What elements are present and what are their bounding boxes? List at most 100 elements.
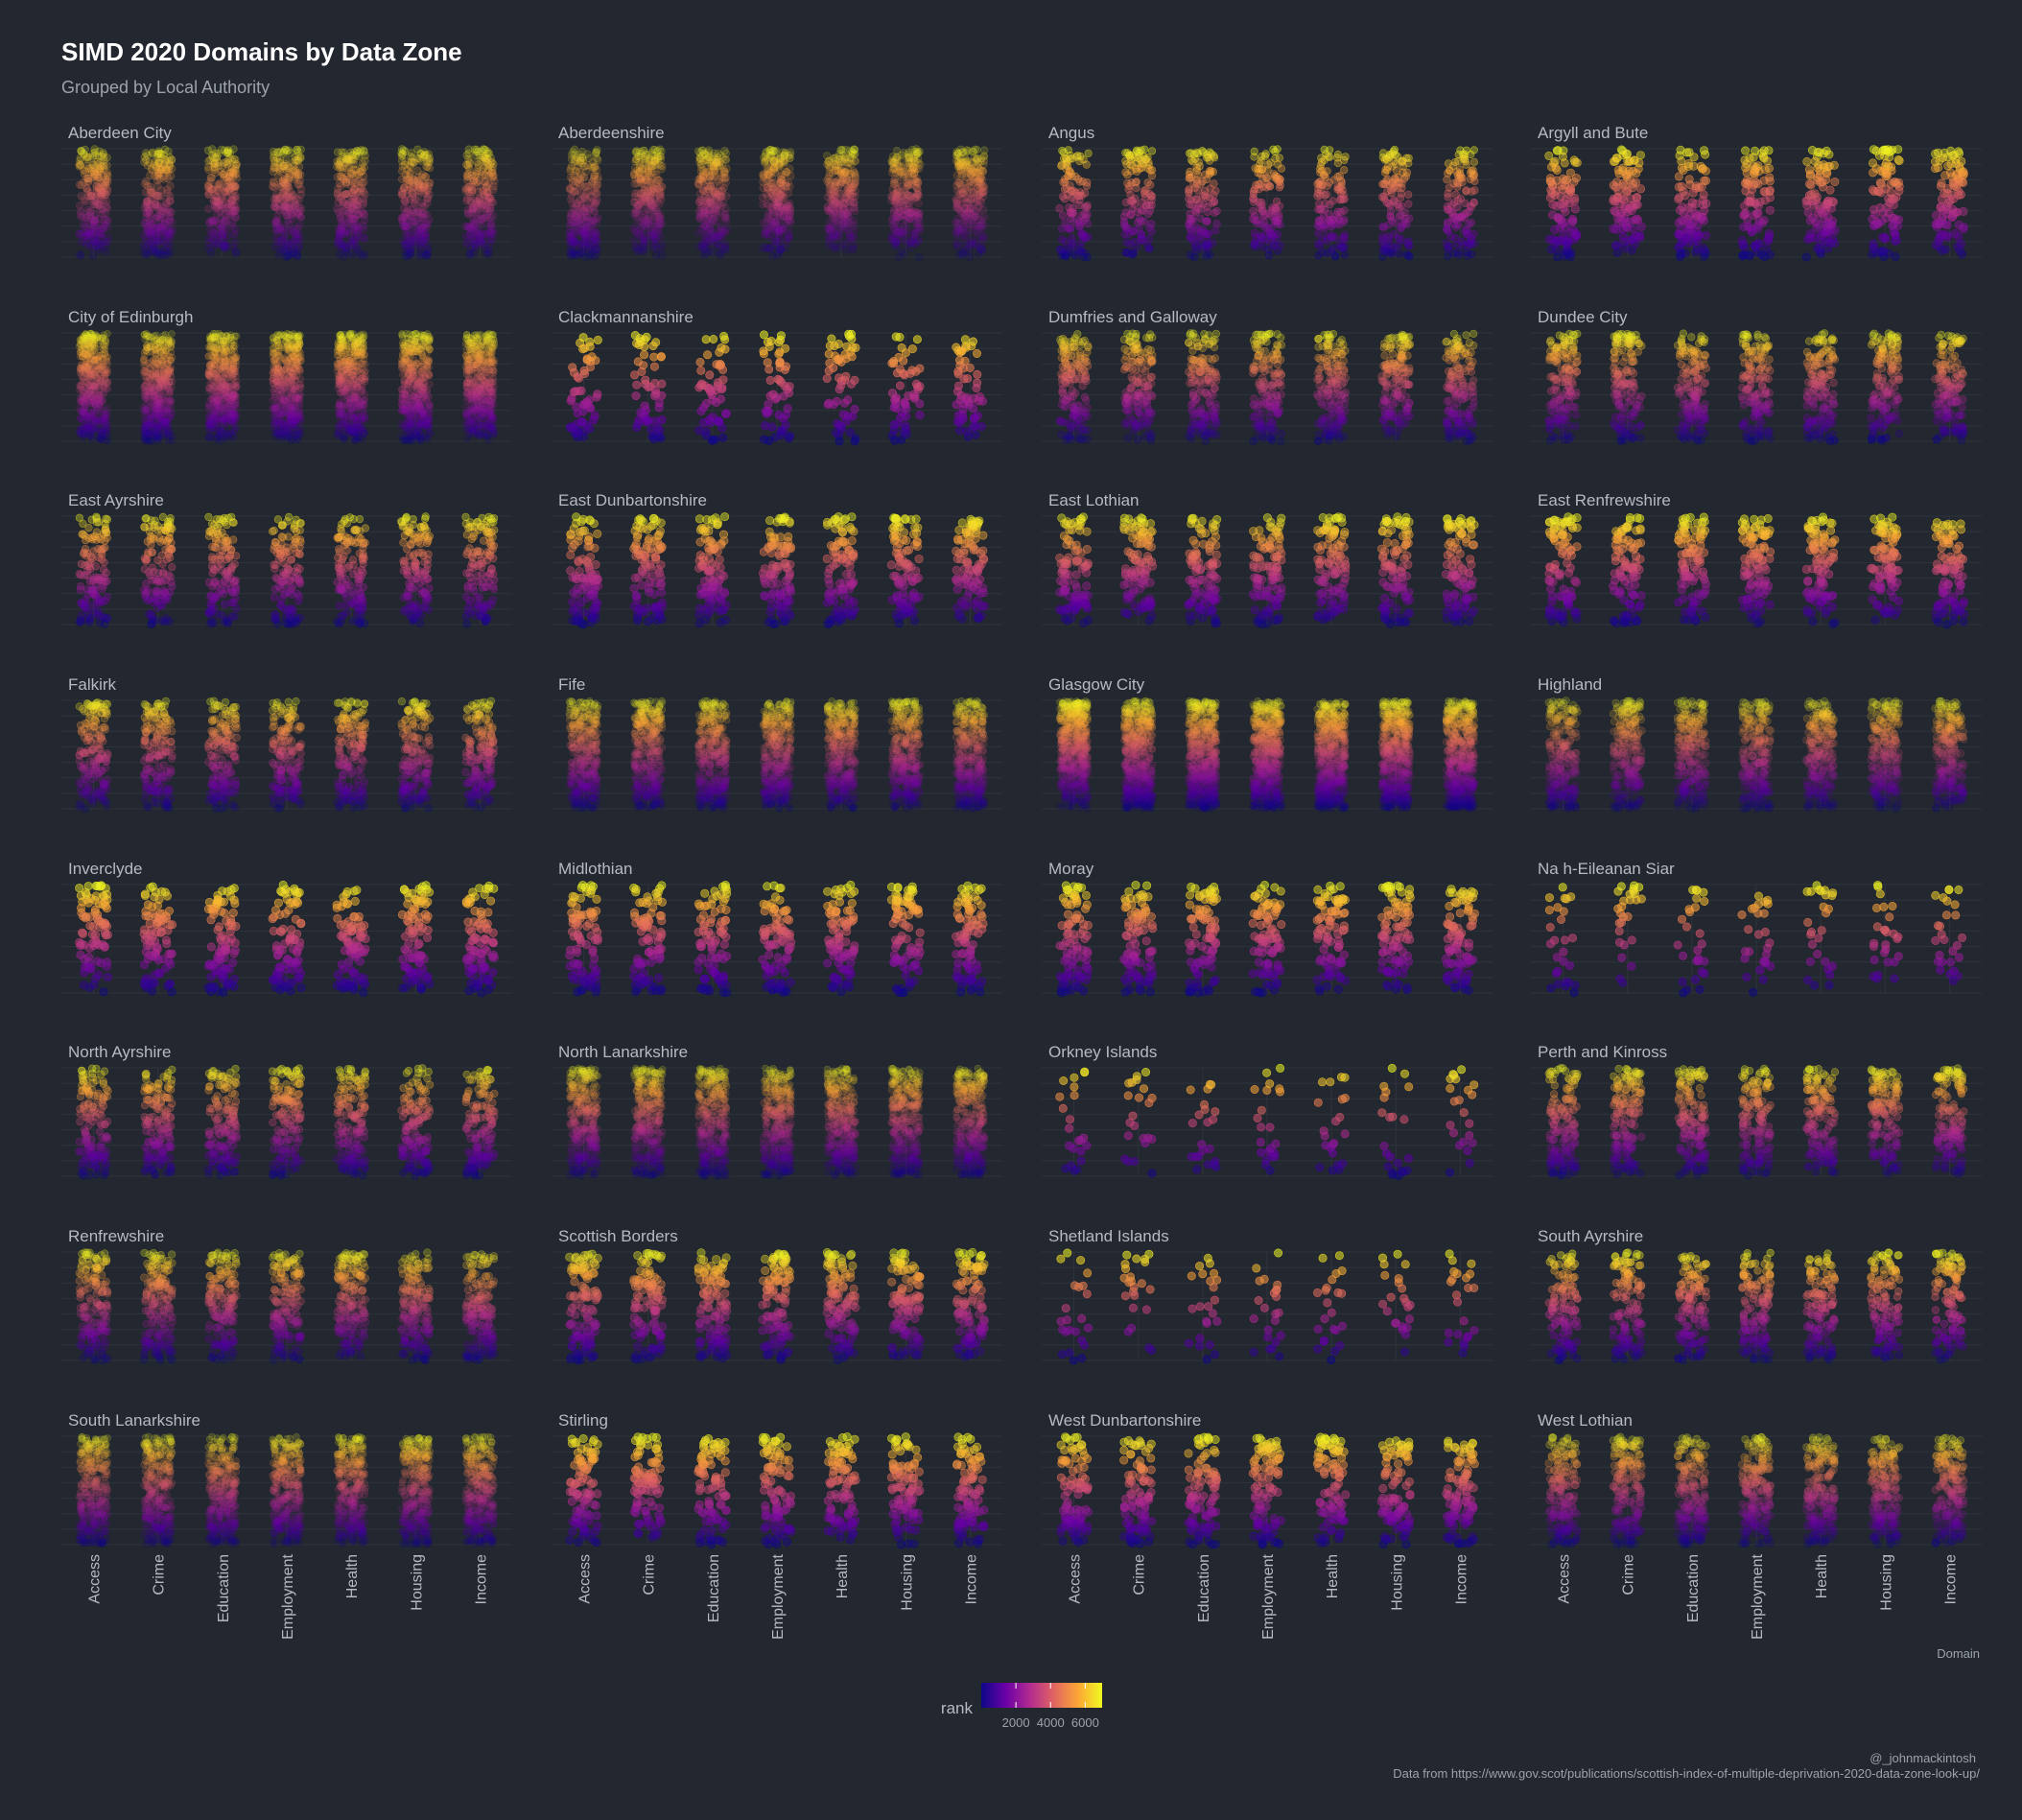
series-income [461, 145, 499, 259]
data-point [361, 250, 369, 259]
data-point [85, 207, 94, 216]
data-point [223, 146, 232, 154]
data-point [1954, 220, 1963, 229]
data-point [75, 180, 84, 189]
data-point [1186, 167, 1194, 177]
data-point [720, 169, 729, 178]
data-point [1063, 224, 1071, 232]
data-point [360, 177, 368, 187]
data-point [777, 203, 787, 212]
data-point [76, 229, 84, 238]
data-point [485, 227, 494, 236]
data-point [145, 218, 153, 226]
data-point [148, 202, 156, 211]
data-point [100, 224, 108, 232]
data-point [88, 200, 97, 209]
data-point [85, 229, 94, 238]
data-point [1340, 250, 1349, 259]
data-point [658, 240, 667, 248]
data-point [1259, 212, 1268, 221]
data-point [1699, 251, 1708, 261]
series-housing [1377, 145, 1414, 261]
data-point [104, 172, 112, 180]
data-point [1952, 182, 1962, 192]
data-point [579, 174, 588, 182]
data-point [1620, 244, 1630, 253]
data-point [712, 158, 720, 167]
data-point [704, 185, 714, 194]
data-point [1395, 212, 1404, 221]
data-point [1892, 236, 1901, 246]
data-point [1380, 179, 1390, 188]
data-point [1621, 218, 1631, 227]
data-point [222, 173, 231, 181]
data-point [482, 213, 491, 223]
data-point [1945, 196, 1955, 205]
data-point [844, 165, 853, 174]
data-point [1760, 252, 1770, 262]
data-point [93, 174, 102, 182]
data-point [477, 155, 485, 165]
data-point [1801, 252, 1811, 262]
data-point [851, 157, 859, 166]
data-point [359, 225, 368, 233]
data-point [1871, 146, 1881, 155]
data-point [270, 178, 278, 187]
data-point [77, 207, 85, 216]
data-point [566, 173, 576, 181]
data-point [653, 154, 663, 163]
data-point [1126, 211, 1136, 220]
data-point [911, 225, 921, 233]
data-point [86, 230, 95, 240]
data-point [1394, 234, 1403, 243]
data-point [1952, 171, 1962, 180]
data-point [1760, 196, 1770, 205]
data-point [1084, 149, 1093, 157]
data-point [1199, 148, 1208, 156]
data-point [80, 220, 88, 228]
data-point [699, 222, 708, 230]
data-point [1935, 219, 1944, 228]
data-point [758, 244, 767, 252]
data-point [956, 189, 965, 198]
data-point [777, 178, 786, 187]
data-point [1633, 201, 1642, 210]
data-point [1623, 186, 1633, 196]
data-point [333, 237, 341, 246]
data-point [1271, 203, 1280, 213]
data-point [351, 192, 360, 201]
data-point [90, 216, 99, 225]
data-point [722, 217, 731, 225]
data-point [1561, 207, 1570, 217]
data-point [205, 218, 214, 226]
data-point [468, 186, 477, 195]
data-point [576, 156, 585, 165]
data-point [76, 154, 84, 162]
data-point [96, 182, 105, 191]
data-point [1740, 243, 1750, 252]
data-point [1206, 250, 1214, 259]
data-point [75, 229, 83, 238]
data-point [639, 233, 647, 243]
data-point [1061, 177, 1070, 186]
data-point [1570, 204, 1580, 214]
data-point [826, 225, 835, 234]
data-point [1249, 207, 1258, 216]
data-point [1442, 225, 1451, 233]
data-point [1823, 244, 1833, 253]
data-point [1868, 214, 1877, 224]
data-point [655, 220, 664, 228]
data-point [904, 181, 912, 190]
data-point [565, 228, 574, 237]
data-point [823, 193, 833, 201]
data-point [1560, 251, 1569, 261]
data-point [710, 167, 718, 176]
data-point [413, 208, 422, 217]
data-point [965, 252, 975, 262]
data-point [92, 181, 101, 190]
data-point [1689, 161, 1699, 171]
data-point [1328, 197, 1337, 205]
data-point [221, 243, 229, 251]
data-point [147, 196, 155, 204]
data-point [1462, 146, 1470, 154]
